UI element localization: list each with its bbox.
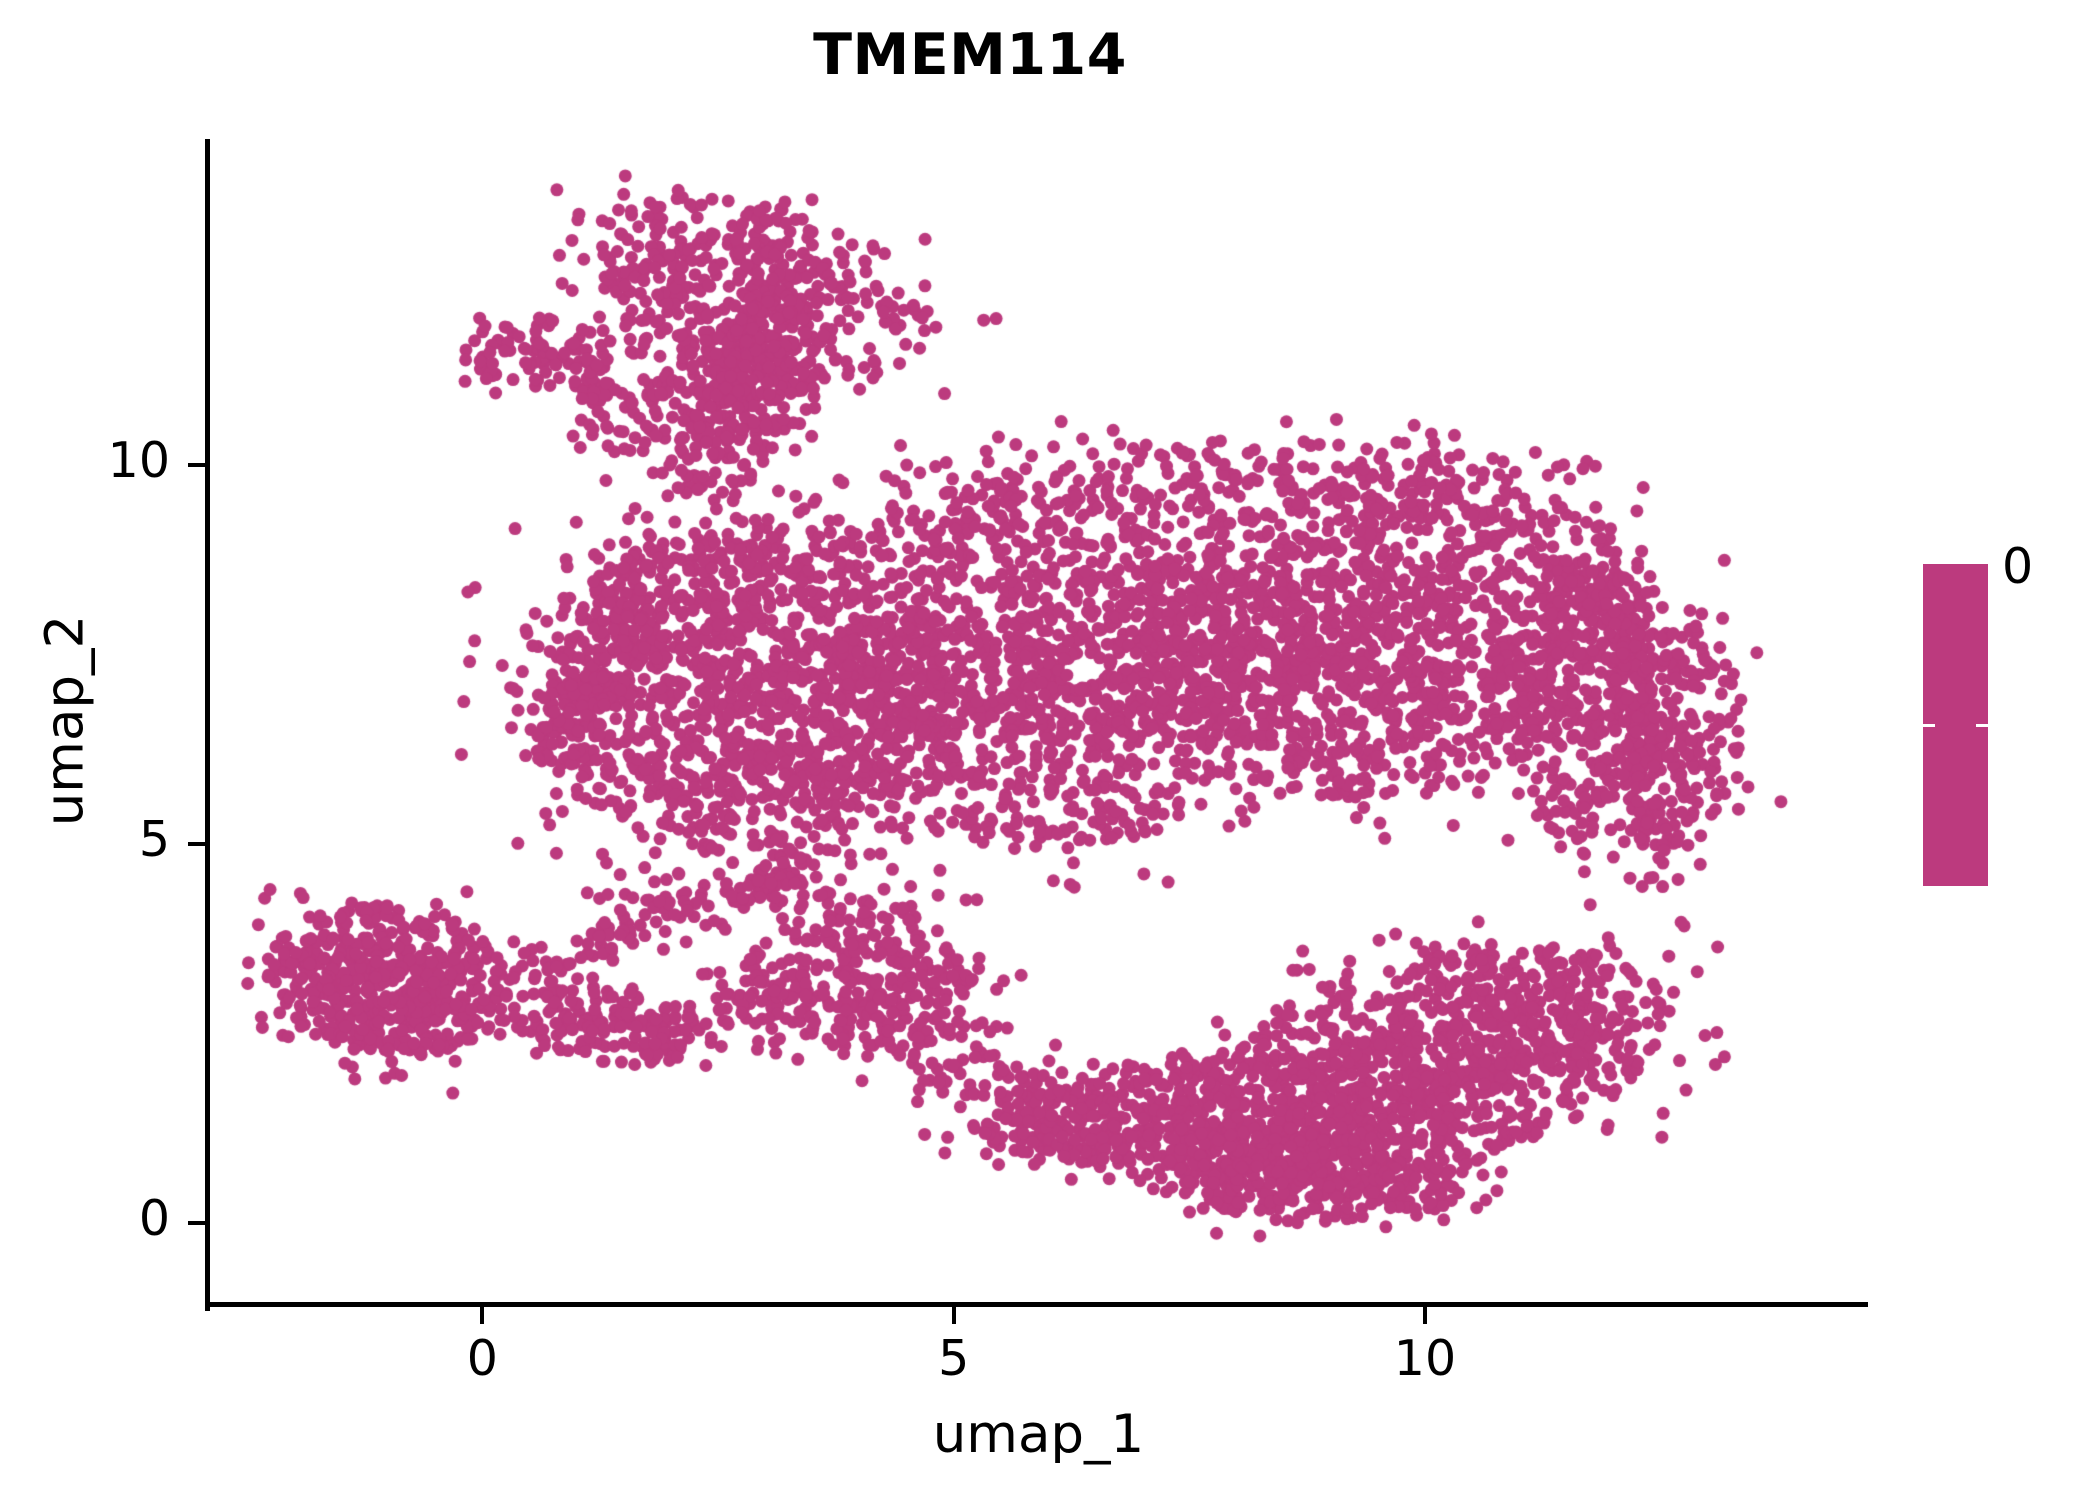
x-ticklabel-0: 0: [466, 1330, 498, 1387]
y-tick-0: [188, 1220, 205, 1225]
axis-spine-bottom: [205, 1302, 1868, 1307]
x-ticklabel-5: 5: [938, 1330, 970, 1387]
y-ticklabel-10: 10: [107, 431, 170, 489]
scatter-points-layer[interactable]: [209, 139, 1868, 1306]
colorbar-tick-right: [1976, 724, 1988, 727]
y-tick-10: [188, 462, 205, 467]
page-title: TMEM114: [813, 22, 1127, 88]
x-tick-0: [480, 1307, 485, 1324]
axis-spine-left: [205, 139, 210, 1311]
y-ticklabel-5: 5: [138, 810, 170, 868]
y-tick-5: [188, 841, 205, 846]
x-tick-10: [1422, 1307, 1427, 1324]
x-ticklabel-10: 10: [1393, 1330, 1457, 1387]
colorbar[interactable]: [1923, 564, 1988, 886]
y-ticklabel-0: 0: [138, 1189, 170, 1247]
x-tick-5: [951, 1307, 956, 1324]
colorbar-tick-left: [1923, 724, 1935, 727]
x-axis-label: umap_1: [932, 1404, 1145, 1465]
y-axis-label: umap_2: [34, 614, 96, 827]
colorbar-ticklabel-0: 0: [2002, 538, 2034, 595]
scatter-plot-area[interactable]: [209, 139, 1868, 1306]
